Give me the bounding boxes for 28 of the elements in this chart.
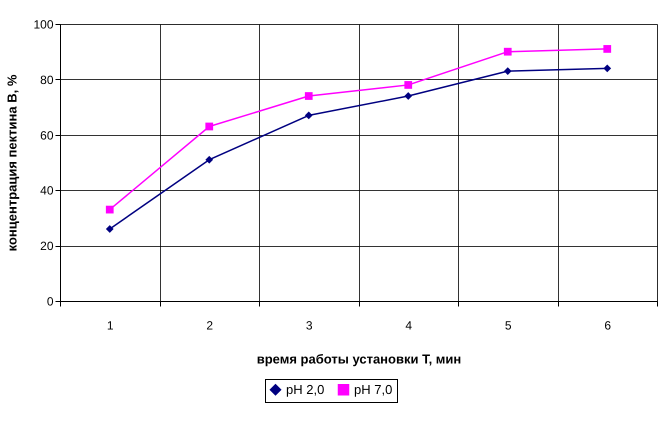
y-tick-label: 20 [40, 239, 54, 254]
x-tick-label: 6 [604, 318, 612, 332]
point [404, 81, 412, 89]
point [504, 48, 512, 56]
point [304, 92, 313, 100]
point [205, 122, 214, 130]
x-tick-label: 5 [504, 318, 512, 332]
y-axis-title: концентрация пектина B, % [4, 74, 20, 252]
point [304, 112, 313, 120]
point [205, 156, 214, 164]
legend-label: pH 2,0 [286, 382, 324, 397]
x-tick-label: 1 [106, 318, 114, 332]
point [504, 67, 512, 75]
y-tick-label: 60 [40, 128, 54, 142]
y-tick-label: 100 [33, 18, 54, 32]
point [603, 64, 612, 72]
x-axis-title: время работы установки T, мин [256, 352, 462, 366]
point [106, 225, 114, 233]
legend-label: pH 7,0 [354, 382, 392, 397]
point [106, 206, 114, 214]
y-tick-label: 40 [40, 184, 54, 198]
x-tick-label: 4 [405, 318, 412, 332]
x-tick-label: 3 [306, 318, 313, 332]
point [404, 92, 412, 100]
y-tick-label: 0 [46, 294, 54, 308]
y-tick-label: 80 [40, 72, 54, 87]
point [603, 45, 612, 53]
x-tick-label: 2 [206, 318, 214, 332]
